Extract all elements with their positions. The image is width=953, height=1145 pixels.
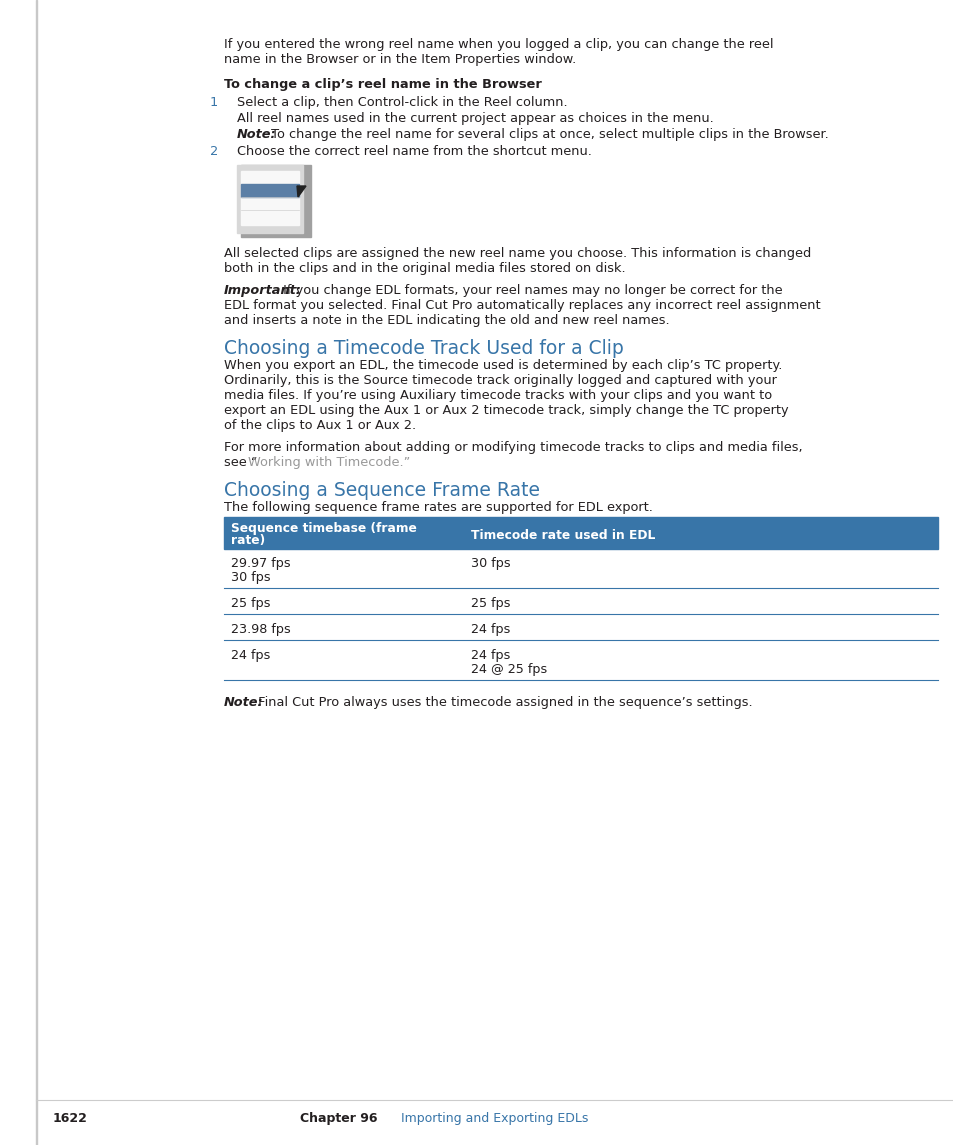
Text: Note:: Note:	[236, 128, 276, 141]
Text: To change a clip’s reel name in the Browser: To change a clip’s reel name in the Brow…	[224, 78, 541, 90]
Text: 23.98 fps: 23.98 fps	[231, 623, 291, 635]
Text: 001: 001	[246, 173, 264, 183]
Polygon shape	[296, 185, 306, 197]
Text: 002: 002	[246, 185, 264, 196]
Bar	[36, 0, 37, 1145]
Text: 30 fps: 30 fps	[231, 571, 271, 584]
Text: Choose the correct reel name from the shortcut menu.: Choose the correct reel name from the sh…	[236, 145, 591, 158]
Text: and inserts a note in the EDL indicating the old and new reel names.: and inserts a note in the EDL indicating…	[224, 314, 669, 327]
Text: EDL format you selected. Final Cut Pro automatically replaces any incorrect reel: EDL format you selected. Final Cut Pro a…	[224, 299, 820, 311]
Text: Note:: Note:	[224, 696, 263, 709]
Text: Timecode rate used in EDL: Timecode rate used in EDL	[471, 529, 655, 542]
Text: For more information about adding or modifying timecode tracks to clips and medi: For more information about adding or mod…	[224, 441, 801, 455]
Text: Importing and Exporting EDLs: Importing and Exporting EDLs	[385, 1112, 588, 1126]
Text: 004: 004	[246, 199, 264, 210]
Text: When you export an EDL, the timecode used is determined by each clip’s TC proper: When you export an EDL, the timecode use…	[224, 360, 781, 372]
Text: All selected clips are assigned the new reel name you choose. This information i: All selected clips are assigned the new …	[224, 247, 810, 260]
Text: To change the reel name for several clips at once, select multiple clips in the : To change the reel name for several clip…	[267, 128, 828, 141]
Text: Choosing a Sequence Frame Rate: Choosing a Sequence Frame Rate	[224, 481, 539, 500]
Text: 30 fps: 30 fps	[471, 556, 510, 570]
Text: see “: see “	[224, 456, 257, 469]
Bar	[241, 171, 298, 226]
Text: All reel names used in the current project appear as choices in the menu.: All reel names used in the current proje…	[236, 112, 713, 125]
Text: 1: 1	[210, 96, 218, 109]
Bar	[241, 184, 298, 197]
Bar	[224, 518, 937, 548]
Text: media files. If you’re using Auxiliary timecode tracks with your clips and you w: media files. If you’re using Auxiliary t…	[224, 389, 771, 402]
Text: If you entered the wrong reel name when you logged a clip, you can change the re: If you entered the wrong reel name when …	[224, 38, 773, 52]
Text: Ordinarily, this is the Source timecode track originally logged and captured wit: Ordinarily, this is the Source timecode …	[224, 374, 776, 387]
Text: Choosing a Timecode Track Used for a Clip: Choosing a Timecode Track Used for a Cli…	[224, 339, 623, 358]
Text: The following sequence frame rates are supported for EDL export.: The following sequence frame rates are s…	[224, 502, 652, 514]
Text: Sequence timebase (frame: Sequence timebase (frame	[231, 522, 416, 535]
Text: 29.97 fps: 29.97 fps	[231, 556, 291, 570]
Text: 25 fps: 25 fps	[231, 597, 271, 610]
Text: both in the clips and in the original media files stored on disk.: both in the clips and in the original me…	[224, 262, 625, 275]
Text: 25 fps: 25 fps	[471, 597, 510, 610]
Text: 2: 2	[210, 145, 218, 158]
Bar	[236, 165, 303, 232]
Text: Important:: Important:	[224, 284, 301, 297]
Text: 24 fps: 24 fps	[231, 649, 270, 662]
Text: Working with Timecode.”: Working with Timecode.”	[248, 456, 410, 469]
Bar	[241, 165, 311, 237]
Text: of the clips to Aux 1 or Aux 2.: of the clips to Aux 1 or Aux 2.	[224, 419, 416, 432]
Text: Chapter 96: Chapter 96	[299, 1112, 377, 1126]
Text: name in the Browser or in the Item Properties window.: name in the Browser or in the Item Prope…	[224, 53, 576, 66]
Text: 24 @ 25 fps: 24 @ 25 fps	[471, 663, 547, 676]
Text: Final Cut Pro always uses the timecode assigned in the sequence’s settings.: Final Cut Pro always uses the timecode a…	[253, 696, 752, 709]
Text: rate): rate)	[231, 534, 265, 547]
Text: Select a clip, then Control-click in the Reel column.: Select a clip, then Control-click in the…	[236, 96, 567, 109]
Text: If you change EDL formats, your reel names may no longer be correct for the: If you change EDL formats, your reel nam…	[278, 284, 781, 297]
Text: 005: 005	[246, 212, 264, 222]
Text: export an EDL using the Aux 1 or Aux 2 timecode track, simply change the TC prop: export an EDL using the Aux 1 or Aux 2 t…	[224, 404, 788, 417]
Text: 24 fps: 24 fps	[471, 623, 510, 635]
Text: 24 fps: 24 fps	[471, 649, 510, 662]
Text: 1622: 1622	[53, 1112, 88, 1126]
